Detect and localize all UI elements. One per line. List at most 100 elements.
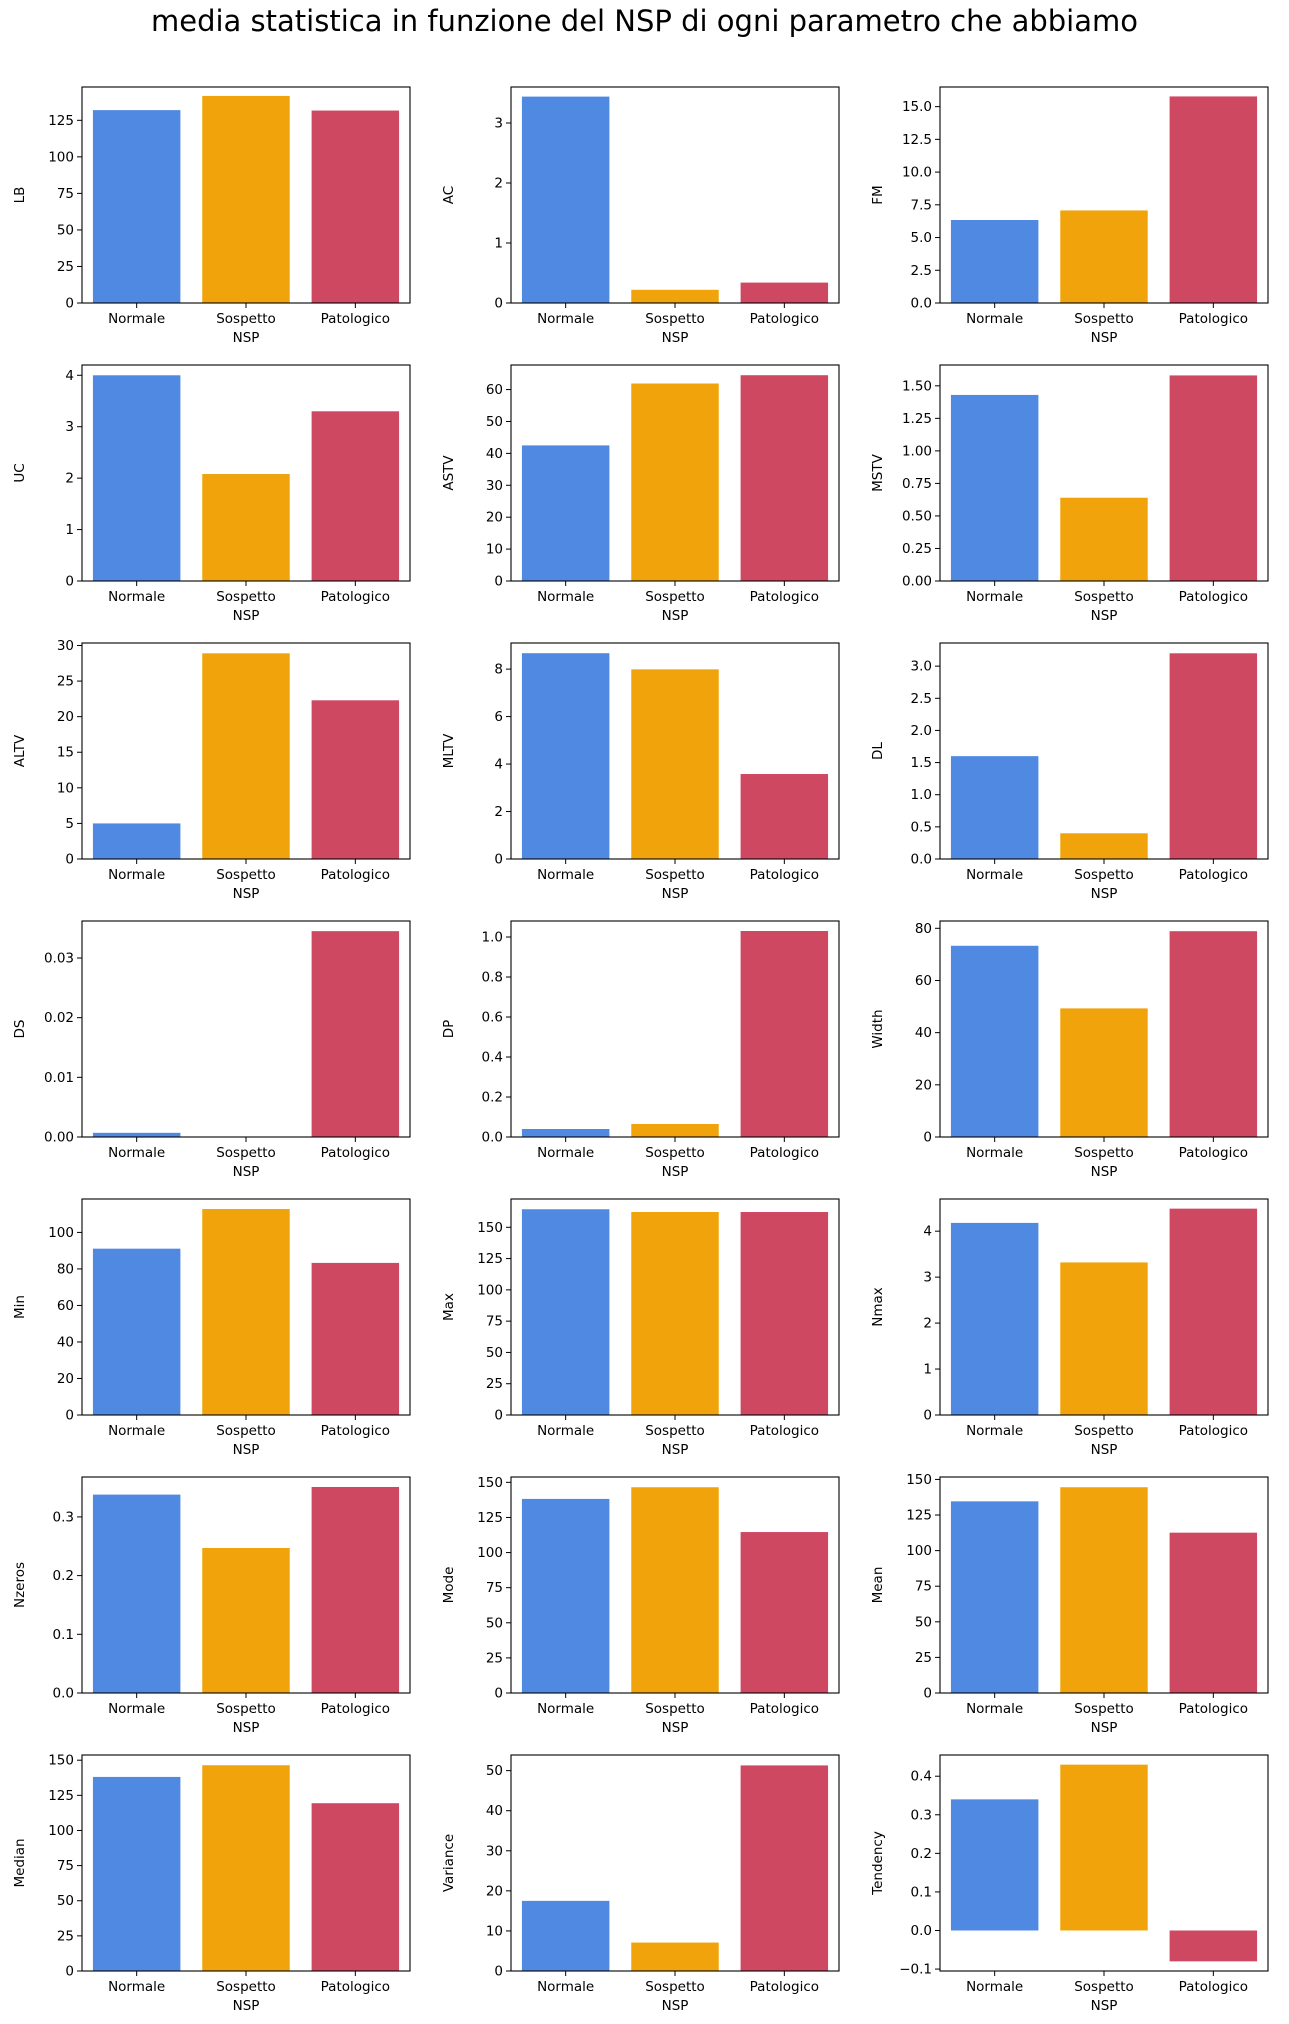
bar-width-patologico	[1169, 931, 1258, 1137]
subplot-dp: 0.0 0.2 0.4 0.6 0.8 1.0 Normale Sospetto Patolog…	[441, 920, 840, 1180]
y-tick-label: 0.0	[911, 1923, 932, 1939]
x-tick-label: Normale	[537, 311, 594, 327]
bar-mstv-sospetto	[1060, 497, 1148, 581]
y-tick-label: 100	[48, 149, 74, 165]
x-axis-label: NSP	[662, 1998, 689, 2014]
subplot-max: 0 25 50 75 100 125 150 Normale Sospetto Patologic…	[441, 1198, 840, 1458]
x-tick-label: Patologico	[1179, 311, 1248, 327]
y-tick-label: 150	[906, 1472, 932, 1488]
x-axis-label: NSP	[1091, 1998, 1118, 2014]
bar-max-patologico	[740, 1212, 829, 1415]
y-tick-label: 2.0	[911, 723, 932, 739]
y-tick-label: 6	[494, 709, 503, 725]
x-tick-label: Patologico	[1179, 1423, 1248, 1439]
bar-fm-patologico	[1169, 96, 1258, 304]
y-tick-label: 0.0	[482, 1130, 503, 1146]
y-tick-label: 25	[57, 259, 74, 275]
y-tick-label: 0.03	[44, 950, 74, 966]
x-tick-label: Sospetto	[645, 1701, 705, 1717]
bar-max-sospetto	[631, 1212, 719, 1415]
y-tick-label: 20	[57, 709, 74, 725]
y-tick-label: 80	[915, 921, 932, 937]
y-tick-label: 15.0	[902, 99, 932, 115]
x-tick-label: Normale	[966, 1979, 1023, 1995]
bar-mltv-normale	[521, 653, 610, 859]
y-axis-label: FM	[870, 185, 886, 204]
x-tick-label: Normale	[108, 589, 165, 605]
bar-tendency-patologico	[1169, 1930, 1258, 1962]
y-axis-label: Median	[12, 1838, 28, 1887]
x-tick-label: Normale	[537, 1979, 594, 1995]
y-tick-label: 5	[65, 816, 74, 832]
x-axis-label: NSP	[662, 608, 689, 624]
y-tick-label: 0	[65, 574, 74, 590]
y-tick-label: 2	[494, 804, 503, 820]
subplot-fm: 0.0 2.5 5.0 7.5 10.0 12.5 15.0 Normale Sospetto P…	[870, 86, 1269, 346]
bar-dl-normale	[950, 756, 1039, 859]
figure-title: media statistica in funzione del NSP di …	[151, 4, 1138, 38]
bar-lb-normale	[92, 110, 181, 303]
y-axis-label: MSTV	[870, 453, 886, 491]
y-tick-label: 0	[494, 1964, 503, 1980]
subplot-ds: 0.00 0.01 0.02 0.03 Normale Sospetto Patologic…	[12, 920, 411, 1180]
x-tick-label: Sospetto	[216, 1423, 276, 1439]
y-tick-label: 5.0	[911, 230, 932, 246]
y-axis-label: Min	[12, 1295, 28, 1319]
bar-lb-sospetto	[202, 95, 290, 304]
subplot-median: 0 25 50 75 100 125 150 Normale Sospetto Patologic…	[12, 1753, 411, 2014]
x-tick-label: Patologico	[321, 867, 390, 883]
bar-astv-normale	[521, 445, 610, 581]
x-tick-label: Patologico	[750, 1979, 819, 1995]
y-tick-label: 100	[48, 1225, 74, 1241]
x-tick-label: Normale	[537, 867, 594, 883]
x-axis-label: NSP	[662, 1720, 689, 1736]
y-tick-label: 0.0	[911, 852, 932, 868]
y-tick-label: 3	[65, 419, 74, 435]
x-axis-label: NSP	[233, 1720, 260, 1736]
bar-fm-sospetto	[1060, 210, 1148, 303]
bar-min-patologico	[311, 1262, 400, 1415]
bar-dl-patologico	[1169, 653, 1258, 859]
y-tick-label: 0.1	[911, 1884, 932, 1900]
y-axis-label: Max	[441, 1293, 457, 1321]
x-tick-label: Sospetto	[216, 589, 276, 605]
bar-nzeros-patologico	[311, 1486, 400, 1693]
y-tick-label: 100	[477, 1545, 503, 1561]
x-tick-label: Sospetto	[645, 1979, 705, 1995]
y-tick-label: 100	[477, 1282, 503, 1298]
y-tick-label: 0.1	[53, 1627, 74, 1643]
x-tick-label: Sospetto	[1074, 1145, 1134, 1161]
y-tick-label: 10	[486, 1923, 503, 1939]
subplot-mode: 0 25 50 75 100 125 150 Normale Sospetto Patologic…	[441, 1475, 840, 1736]
y-tick-label: 0.2	[53, 1568, 74, 1584]
bar-median-normale	[92, 1776, 181, 1971]
y-tick-label: 0.00	[44, 1130, 74, 1146]
y-tick-label: 0.3	[53, 1509, 74, 1525]
y-tick-label: 10.0	[902, 165, 932, 181]
bar-uc-sospetto	[202, 474, 290, 581]
subplot-mean: 0 25 50 75 100 125 150 Normale Sospetto Patologic…	[870, 1472, 1269, 1736]
y-tick-label: 30	[486, 1843, 503, 1859]
bar-mltv-sospetto	[631, 669, 719, 859]
x-tick-label: Sospetto	[216, 311, 276, 327]
bar-dl-sospetto	[1060, 833, 1148, 859]
y-tick-label: 1.00	[902, 443, 932, 459]
y-tick-label: 0.02	[44, 1010, 74, 1026]
y-tick-label: 25	[486, 1376, 503, 1392]
bar-mean-patologico	[1169, 1532, 1258, 1693]
bar-ac-patologico	[740, 282, 829, 303]
y-tick-label: 50	[486, 1345, 503, 1361]
bar-altv-patologico	[311, 700, 400, 859]
subplot-mstv: 0.00 0.25 0.50 0.75 1.00 1.25 1.50 Normale Sospe…	[870, 364, 1269, 624]
y-tick-label: 0	[65, 1964, 74, 1980]
y-tick-label: 0	[65, 296, 74, 312]
y-tick-label: 0.0	[911, 296, 932, 312]
x-tick-label: Patologico	[321, 1145, 390, 1161]
x-tick-label: Normale	[966, 1701, 1023, 1717]
y-tick-label: 75	[57, 1858, 74, 1874]
x-tick-label: Normale	[537, 1423, 594, 1439]
bar-variance-sospetto	[631, 1942, 719, 1971]
y-tick-label: 4	[494, 757, 503, 773]
bar-mstv-normale	[950, 394, 1039, 581]
y-tick-label: 30	[57, 638, 74, 654]
